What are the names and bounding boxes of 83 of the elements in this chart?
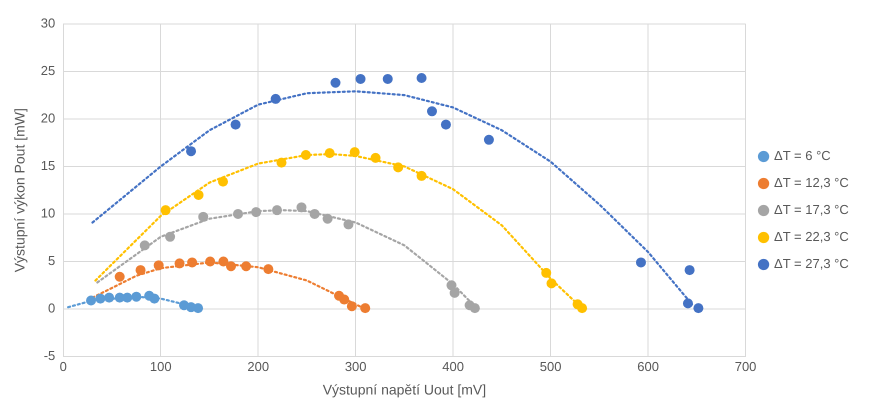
point (684, 265, 695, 276)
point (218, 256, 228, 267)
point (330, 78, 340, 88)
point (370, 152, 381, 163)
point (682, 298, 693, 308)
point (343, 219, 354, 230)
point (324, 148, 335, 158)
y-axis-title: Výstupní výkon Pout [mW] (11, 108, 28, 272)
point (636, 257, 646, 268)
point (382, 74, 393, 84)
point (114, 272, 125, 282)
point (174, 258, 185, 268)
legend-label: ΔT = 27,3 °C (774, 256, 849, 272)
point (251, 207, 262, 218)
point (233, 208, 244, 219)
point (416, 170, 427, 181)
point (165, 232, 176, 242)
x-tick-label: 300 (344, 358, 367, 374)
point (122, 292, 132, 303)
point (230, 120, 241, 130)
point (160, 205, 171, 216)
y-tick-label: 20 (40, 110, 56, 126)
point (226, 261, 236, 272)
y-tick-label: 15 (40, 158, 56, 174)
point (131, 292, 142, 302)
point (104, 292, 114, 303)
point (86, 296, 96, 306)
point (218, 176, 228, 187)
x-axis-title: Výstupní napětí Uout [mV] (322, 381, 486, 398)
point (140, 240, 150, 250)
y-tick-label: 10 (40, 206, 56, 221)
point (546, 278, 556, 288)
point (693, 303, 704, 314)
y-tick-label: 0 (48, 300, 56, 316)
point (276, 158, 286, 168)
point (136, 265, 146, 276)
point (263, 264, 274, 274)
point (193, 303, 204, 314)
point (194, 190, 204, 200)
x-tick-label: 200 (247, 358, 270, 374)
legend-label: ΔT = 17,3 °C (774, 202, 849, 218)
point (393, 162, 404, 172)
x-tick-label: 500 (540, 358, 562, 374)
point (296, 202, 306, 212)
point (241, 261, 252, 272)
point (186, 146, 196, 156)
point (187, 257, 198, 268)
point (198, 212, 208, 222)
point (322, 214, 333, 224)
x-tick-label: 700 (734, 358, 756, 374)
point (470, 303, 480, 314)
point (360, 303, 370, 314)
point (440, 120, 451, 130)
point (270, 94, 281, 104)
y-tick-label: -5 (44, 348, 56, 364)
x-tick-label: 100 (150, 358, 172, 374)
point (446, 280, 456, 290)
x-tick-label: 0 (60, 358, 67, 374)
point (426, 106, 437, 116)
y-tick-label: 30 (40, 15, 56, 30)
point (154, 260, 164, 270)
point (350, 147, 360, 158)
point (300, 150, 311, 160)
legend-label: ΔT = 6 °C (774, 148, 831, 164)
x-tick-label: 600 (637, 358, 659, 374)
point (149, 294, 160, 304)
point (577, 303, 588, 314)
point (356, 74, 366, 84)
point (346, 301, 357, 312)
point (310, 208, 320, 219)
point (272, 205, 282, 216)
legend-label: ΔT = 12,3 °C (774, 175, 849, 190)
y-tick-label: 25 (40, 62, 56, 78)
y-tick-label: 5 (48, 253, 56, 268)
point (484, 134, 494, 145)
legend-label: ΔT = 22,3 °C (774, 229, 849, 244)
point (416, 73, 427, 83)
point (541, 268, 552, 278)
point (339, 294, 350, 305)
point (95, 294, 106, 304)
x-tick-label: 400 (442, 358, 464, 374)
point (205, 256, 216, 267)
point (450, 288, 460, 298)
